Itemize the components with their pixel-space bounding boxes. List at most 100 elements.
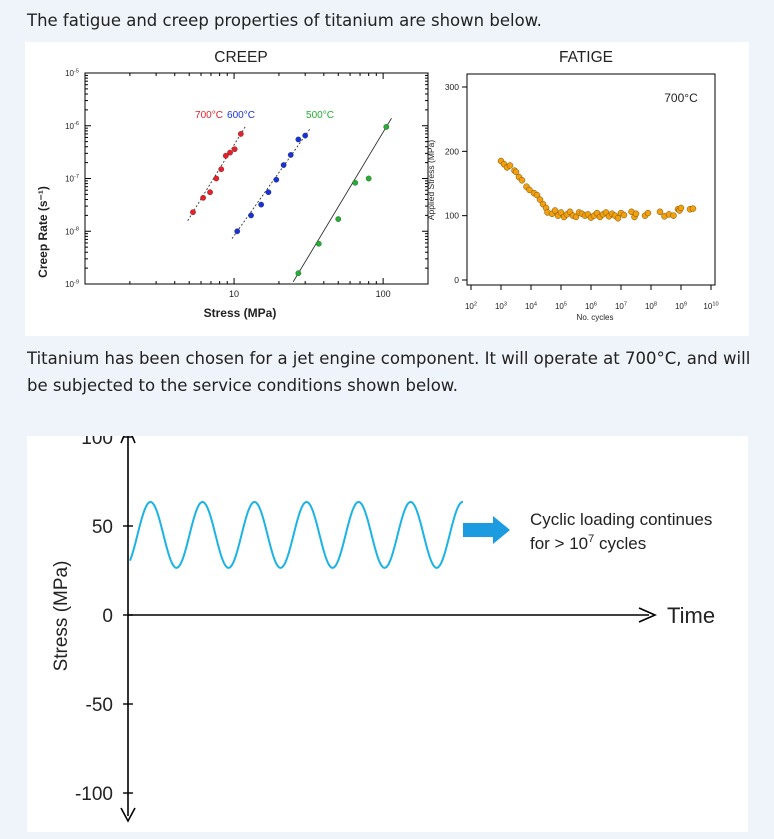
intro-text: The fatigue and creep properties of tita… xyxy=(27,11,542,30)
creep-legend-0: 700°C xyxy=(195,110,223,121)
fatigue-point xyxy=(677,204,685,212)
fatigue-point xyxy=(689,205,697,212)
service-conditions-panel: Time 100 50 0 -50 -100 Stress (MPa) Cyclic l… xyxy=(27,423,748,832)
fatigue-y-tick-label: 200 xyxy=(445,146,459,156)
fatigue-point xyxy=(614,214,622,222)
creep-point xyxy=(218,166,225,173)
fatigue-point xyxy=(512,168,520,176)
fatigue-x-tick-label: 103 xyxy=(495,301,507,311)
fatigue-x-label: No. cycles xyxy=(577,313,614,322)
time-axis-arrow xyxy=(638,607,657,623)
fatigue-temperature-label: 700°C xyxy=(664,91,698,105)
fatigue-plot-frame xyxy=(466,73,716,286)
creep-fit-lines xyxy=(187,118,392,283)
fatigue-x-tick-label: 105 xyxy=(555,301,567,311)
creep-point xyxy=(265,189,272,196)
creep-y-tick-label: 10-9 xyxy=(65,279,79,289)
creep-fit-line-1 xyxy=(231,128,311,239)
creep-point xyxy=(213,175,220,182)
fatigue-point xyxy=(557,209,565,216)
fatigue-x-tick-label: 104 xyxy=(525,301,537,311)
creep-point xyxy=(237,131,244,137)
fatigue-x-tick-label: 108 xyxy=(645,301,657,311)
creep-legend: 700°C 600°C 500°C xyxy=(195,110,334,121)
fatigue-x-tick-label: 1010 xyxy=(703,301,718,311)
stress-axis-arrow-down xyxy=(120,807,136,823)
middle-text-line-1: Titanium has been chosen for a jet engin… xyxy=(27,349,751,368)
stress-tick-label: 0 xyxy=(102,606,113,627)
stress-axis-label: Stress (MPa) xyxy=(51,561,72,672)
fatigue-point xyxy=(518,177,526,184)
creep-point xyxy=(315,240,322,247)
fatigue-x-tick-label: 107 xyxy=(615,301,627,311)
fatigue-point xyxy=(572,213,580,221)
creep-point xyxy=(258,201,265,208)
fatigue-point xyxy=(620,211,628,219)
creep-point xyxy=(302,132,309,139)
creep-x-label: Stress (MPa) xyxy=(204,306,277,320)
fatigue-axis-ticks: 102 103 104 105 106 107 108 109 1010 0 100 200 300 xyxy=(445,82,719,311)
creep-y-tick-label: 10-5 xyxy=(65,68,79,78)
creep-point xyxy=(207,189,213,196)
fatigue-y-tick-label: 300 xyxy=(445,82,459,92)
fatigue-point xyxy=(632,210,640,217)
properties-chart-panel: CREEP 10 100 10-5 10-6 10-7 10-8 10-9 700°C 600… xyxy=(25,42,749,336)
creep-plot-frame xyxy=(84,72,429,285)
fatigue-data-points xyxy=(497,157,697,222)
cyclic-stress-curve xyxy=(129,500,464,569)
creep-fit-line-2 xyxy=(292,118,392,283)
stress-tick-label: 50 xyxy=(92,517,113,538)
creep-point xyxy=(352,179,359,186)
creep-x-tick-label: 10 xyxy=(229,289,239,299)
creep-point xyxy=(234,228,241,235)
fatigue-point xyxy=(536,196,544,203)
creep-axis-ticks: 10 100 10-5 10-6 10-7 10-8 10-9 xyxy=(65,68,429,299)
creep-point xyxy=(222,152,229,159)
creep-x-tick-label: 100 xyxy=(376,289,391,299)
creep-point xyxy=(365,175,372,182)
creep-data-points xyxy=(190,124,390,277)
fatigue-y-tick-label: 100 xyxy=(445,211,459,221)
fatigue-x-tick-label: 106 xyxy=(585,301,597,311)
fatigue-point xyxy=(656,208,664,216)
creep-point xyxy=(295,270,302,277)
creep-point xyxy=(200,194,206,201)
stress-axis-ticks: 100 50 0 -50 -100 xyxy=(75,428,133,805)
creep-y-tick-label: 10-8 xyxy=(65,227,79,237)
fatigue-x-tick-label: 109 xyxy=(675,301,687,311)
fatigue-y-label: Applied Stress (MPa) xyxy=(426,140,436,220)
fatigue-y-tick-label: 0 xyxy=(454,275,459,285)
creep-fit-line-0 xyxy=(187,125,247,221)
creep-y-tick-label: 10-6 xyxy=(65,121,79,131)
cyclic-loading-annotation-line-2: for > 107 cycles xyxy=(530,533,646,553)
creep-legend-1: 600°C xyxy=(227,110,255,121)
fatigue-title: FATIGE xyxy=(559,49,613,66)
fatigue-point xyxy=(526,186,533,194)
creep-point xyxy=(190,209,196,216)
fatigue-point xyxy=(533,191,541,199)
creep-point xyxy=(273,176,280,183)
fatigue-x-tick-label: 102 xyxy=(465,301,477,311)
creep-y-tick-label: 10-7 xyxy=(65,174,79,184)
creep-title: CREEP xyxy=(214,49,267,66)
creep-legend-2: 500°C xyxy=(306,110,334,121)
creep-point xyxy=(231,146,238,153)
fatigue-point xyxy=(551,207,559,214)
stress-tick-label: -50 xyxy=(86,695,113,716)
creep-point xyxy=(335,216,342,222)
fatigue-point xyxy=(670,212,677,219)
cyclic-loading-annotation-line-1: Cyclic loading continues xyxy=(530,510,712,529)
stress-tick-label: 100 xyxy=(81,436,113,449)
creep-point xyxy=(383,124,390,130)
continues-arrow xyxy=(463,516,510,544)
fatigue-point xyxy=(506,162,514,169)
creep-point xyxy=(287,152,294,158)
creep-point xyxy=(227,149,233,156)
creep-point xyxy=(248,212,254,219)
creep-point xyxy=(280,162,287,168)
service-conditions-chart: Time 100 50 0 -50 -100 Stress (MPa) Cyclic l… xyxy=(51,423,715,823)
middle-text-line-2: be subjected to the service conditions s… xyxy=(27,376,459,395)
stress-tick-label: -100 xyxy=(75,784,113,805)
creep-y-label: Creep Rate (s⁻¹) xyxy=(36,186,50,278)
